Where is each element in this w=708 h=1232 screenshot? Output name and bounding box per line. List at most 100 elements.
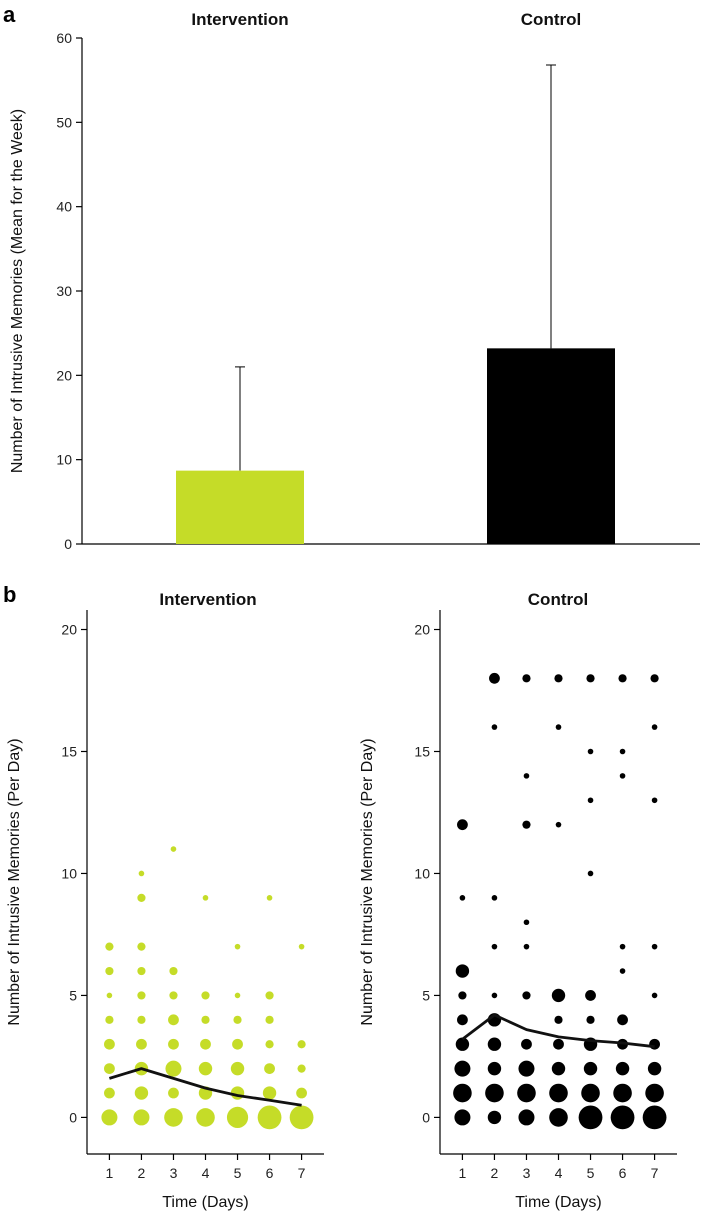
data-point <box>454 1060 471 1077</box>
data-point <box>549 1108 568 1127</box>
y-tick-label: 0 <box>64 536 72 552</box>
data-point <box>105 942 114 951</box>
data-point <box>491 943 498 950</box>
data-point <box>617 1014 628 1026</box>
data-point <box>619 943 626 950</box>
y-tick-label: 50 <box>56 114 72 130</box>
data-point <box>234 943 241 950</box>
chart-title: Control <box>528 590 588 609</box>
data-point <box>168 1038 179 1050</box>
x-tick-label: 6 <box>619 1165 627 1181</box>
category-title: Intervention <box>191 10 288 29</box>
data-point <box>487 1037 502 1051</box>
data-point <box>458 991 467 1000</box>
x-tick-label: 2 <box>138 1165 146 1181</box>
data-point <box>587 797 594 804</box>
x-tick-label: 3 <box>170 1165 178 1181</box>
x-tick-label: 6 <box>266 1165 274 1181</box>
data-point <box>165 1060 182 1077</box>
data-point <box>170 846 177 852</box>
y-tick-label: 20 <box>56 367 72 383</box>
data-point <box>551 1061 566 1076</box>
category-title: Control <box>521 10 581 29</box>
data-point <box>610 1105 635 1130</box>
x-tick-label: 7 <box>651 1165 659 1181</box>
data-point <box>137 991 146 1000</box>
data-point <box>555 821 562 828</box>
trend-line <box>108 1067 302 1107</box>
data-point <box>257 1105 282 1130</box>
data-point <box>522 991 531 1000</box>
data-point <box>137 893 146 902</box>
data-point <box>518 1109 535 1126</box>
y-tick-label: 0 <box>422 1109 430 1125</box>
data-point <box>455 964 470 978</box>
data-point <box>233 1015 242 1024</box>
data-point <box>455 1037 470 1051</box>
data-point <box>264 1063 275 1075</box>
data-point <box>650 674 659 683</box>
data-point <box>554 674 563 683</box>
data-point <box>169 991 178 1000</box>
data-point <box>553 1038 564 1050</box>
data-point <box>234 992 241 999</box>
data-point <box>517 1083 536 1103</box>
data-point <box>522 674 531 683</box>
data-point <box>232 1038 243 1050</box>
data-point <box>106 992 113 999</box>
data-point <box>201 1015 210 1024</box>
data-point <box>134 1086 149 1100</box>
data-point <box>651 797 658 804</box>
y-axis-label: Number of Intrusive Memories (Per Day) <box>359 738 376 1025</box>
data-point <box>297 1064 306 1073</box>
data-point <box>651 992 658 999</box>
data-point <box>522 820 531 829</box>
data-point <box>265 1040 274 1049</box>
data-point <box>265 1015 274 1024</box>
data-point <box>586 1015 595 1024</box>
data-point <box>487 1061 502 1076</box>
x-axis-label: Time (Days) <box>515 1194 602 1211</box>
data-point <box>651 724 658 730</box>
data-point <box>453 1083 472 1103</box>
data-point <box>651 943 658 950</box>
data-point <box>615 1061 630 1076</box>
data-point <box>230 1061 245 1076</box>
data-point <box>104 1087 115 1099</box>
data-point <box>137 1015 146 1024</box>
y-tick-label: 10 <box>56 452 72 468</box>
data-point <box>523 919 530 926</box>
data-point <box>454 1109 471 1126</box>
data-point <box>487 1110 502 1125</box>
data-point <box>262 1086 277 1100</box>
x-tick-label: 1 <box>106 1165 114 1181</box>
data-point <box>168 1014 179 1026</box>
data-point <box>457 1014 468 1026</box>
trend-line <box>461 1013 655 1049</box>
data-point <box>226 1106 249 1129</box>
data-point <box>618 674 627 683</box>
data-point <box>104 1063 115 1075</box>
data-point <box>581 1083 600 1103</box>
data-point <box>583 1061 598 1076</box>
y-tick-label: 0 <box>69 1109 77 1125</box>
panel-b-label: b <box>3 582 16 607</box>
data-point <box>164 1108 183 1127</box>
data-point <box>521 1038 532 1050</box>
y-tick-label: 5 <box>69 987 77 1003</box>
data-point <box>198 1061 213 1076</box>
data-point <box>518 1060 535 1077</box>
y-tick-label: 5 <box>422 987 430 1003</box>
data-point <box>137 942 146 951</box>
y-axis-label: Number of Intrusive Memories (Mean for t… <box>9 109 26 473</box>
data-point <box>491 895 498 901</box>
data-point <box>523 943 530 950</box>
y-tick-label: 10 <box>61 865 77 881</box>
data-point <box>105 1015 114 1024</box>
data-point <box>642 1105 667 1130</box>
y-tick-label: 15 <box>61 743 77 759</box>
data-point <box>196 1108 215 1127</box>
data-point <box>200 1038 211 1050</box>
data-point <box>619 748 626 755</box>
